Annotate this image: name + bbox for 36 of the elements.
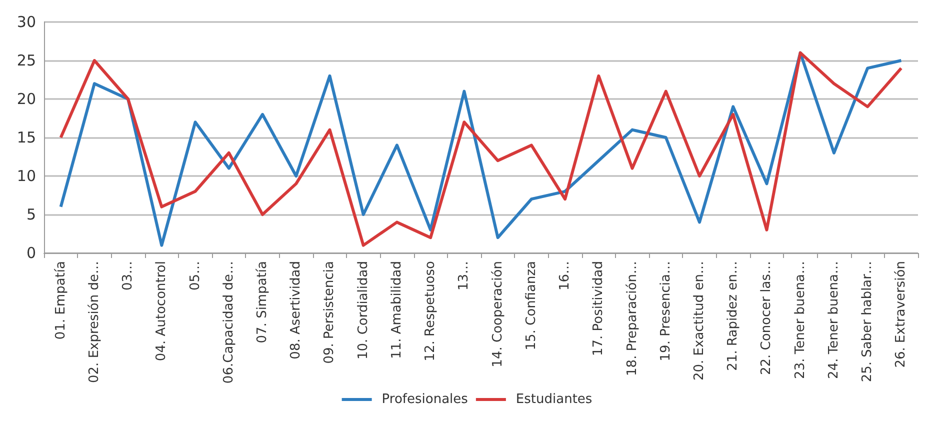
- x-tick-label: 25. Saber hablar…: [860, 261, 876, 382]
- y-tick-label: 0: [26, 244, 36, 262]
- y-tick-label: 20: [16, 90, 36, 108]
- legend-label: Profesionales: [382, 392, 468, 407]
- x-tick-label: 24. Tener buena…: [826, 261, 842, 379]
- y-tick-label: 15: [16, 128, 36, 146]
- x-tick-label: 09. Persistencia: [322, 261, 338, 364]
- x-tick-label: 21. Rapidez en…: [726, 261, 741, 371]
- x-tick-label: 18. Preparación…: [624, 261, 640, 376]
- x-tick-label: 16…: [558, 261, 573, 291]
- line-series: [59, 51, 903, 247]
- x-tick-label: 06.Capacidad de…: [221, 261, 236, 384]
- x-tick-label: 13…: [456, 261, 472, 291]
- x-tick-label: 04. Autocontrol: [154, 261, 170, 362]
- y-tick-label: 10: [16, 167, 36, 185]
- x-tick-label: 07. Simpatía: [255, 261, 270, 344]
- x-tick-label: 12. Respetuoso: [423, 260, 438, 362]
- x-tick-label: 11. Amabilidad: [389, 261, 404, 359]
- y-tick-label: 25: [16, 52, 36, 70]
- x-tick-label: 19. Presencia…: [658, 261, 674, 362]
- x-tick-label: 02. Expresión de…: [86, 261, 102, 383]
- x-tick-label: 20. Exactitud en…: [692, 261, 707, 380]
- x-tick-label: 23. Tener buena…: [792, 261, 808, 379]
- x-tick-label: 01. Empatía: [53, 261, 68, 340]
- x-tick-label: 22. Conocer las…: [759, 261, 774, 376]
- x-tick-label: 26. Extraversión: [894, 261, 909, 368]
- x-tick-label: 08. Asertividad: [288, 261, 304, 360]
- legend-label: Estudiantes: [516, 392, 592, 407]
- y-tick-label: 30: [16, 13, 36, 31]
- x-tick-label: 14. Cooperación: [490, 261, 506, 368]
- y-tick-label: 5: [26, 206, 36, 224]
- x-tick-label: 15. Confianza: [524, 261, 539, 350]
- x-tick-label: 05…: [188, 261, 203, 291]
- x-tick-label: 17. Positividad: [591, 261, 606, 356]
- x-tick-label: 03…: [120, 261, 136, 291]
- x-tick-label: 10. Cordialidad: [356, 261, 371, 360]
